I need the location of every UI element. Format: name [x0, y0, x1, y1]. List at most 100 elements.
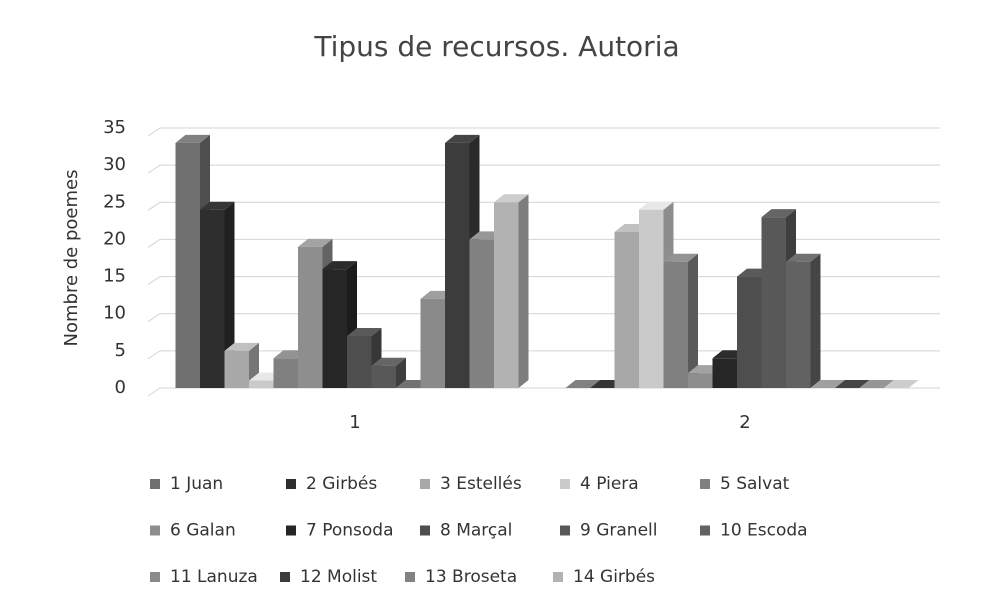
- bar-front: [712, 358, 737, 388]
- bar-front: [298, 246, 323, 388]
- bar-top: [761, 209, 796, 218]
- legend-marker: [700, 525, 710, 536]
- bar-top: [663, 253, 698, 262]
- y-tick-label: 0: [115, 377, 126, 398]
- bar-top: [322, 261, 357, 270]
- legend-marker: [286, 525, 296, 536]
- legend-marker: [560, 479, 570, 489]
- legend-marker: [553, 572, 563, 582]
- y-tick-label: 25: [103, 191, 126, 212]
- legend-label: 11 Lanuza: [170, 567, 258, 587]
- bar-front: [200, 209, 225, 388]
- x-tick-label: 1: [349, 412, 360, 433]
- bar-side: [688, 253, 698, 388]
- grid-line: [147, 127, 940, 137]
- chart-title: Tipus de recursos. Autoria: [313, 30, 679, 63]
- bar-top: [639, 201, 674, 210]
- legend-label: 13 Broseta: [425, 567, 517, 587]
- grid-line: [147, 276, 940, 285]
- y-tick-label: 10: [103, 303, 126, 324]
- legend-marker: [150, 525, 160, 536]
- bar-front: [420, 298, 445, 388]
- bar-front: [786, 261, 811, 388]
- bar: [786, 253, 821, 388]
- legend-marker: [286, 479, 296, 489]
- bar-front: [761, 217, 786, 388]
- legend-label: 10 Escoda: [720, 521, 808, 541]
- bar: [371, 357, 406, 388]
- bar-top: [810, 380, 845, 388]
- bar-top: [200, 201, 235, 210]
- grid-line: [147, 313, 940, 323]
- y-tick-label: 35: [103, 117, 126, 138]
- legend-label: 8 Marçal: [440, 521, 512, 541]
- legend-marker: [280, 572, 290, 582]
- grid-line: [147, 238, 940, 248]
- y-tick-label: 30: [103, 154, 126, 175]
- bar: [322, 261, 357, 388]
- bar-top: [859, 380, 894, 388]
- bar-front: [469, 239, 494, 388]
- bar: [859, 380, 894, 388]
- bar-top: [347, 328, 382, 336]
- legend-label: 5 Salvat: [720, 474, 790, 494]
- grid-line: [147, 387, 940, 397]
- legend-marker: [700, 479, 710, 489]
- bar: [663, 253, 698, 388]
- bar-top: [175, 134, 210, 143]
- bar: [224, 342, 259, 388]
- bar-front: [614, 232, 639, 388]
- bar-front: [688, 373, 713, 388]
- bar-front: [494, 202, 519, 388]
- bar-front: [249, 380, 274, 388]
- bar-front: [445, 142, 470, 388]
- bar-top: [298, 238, 333, 247]
- grid-line: [147, 350, 940, 360]
- bar-front: [371, 365, 396, 388]
- bar-top: [565, 380, 600, 388]
- bar: [565, 380, 600, 388]
- bar-front: [322, 269, 347, 388]
- bar-side: [518, 194, 529, 388]
- y-tick-label: 15: [103, 266, 126, 287]
- legend-label: 6 Galan: [170, 521, 236, 541]
- legend-label: 14 Girbés: [573, 567, 655, 587]
- y-axis-title: Nombre de poemes: [61, 170, 82, 347]
- bar-front: [347, 336, 372, 388]
- legend-label: 7 Ponsoda: [306, 521, 394, 541]
- legend-marker: [560, 525, 570, 536]
- bar: [494, 194, 529, 388]
- bar-front: [737, 276, 762, 388]
- bar: [884, 380, 919, 388]
- grid-line: [147, 201, 940, 211]
- bar-side: [396, 357, 406, 388]
- bar: [200, 201, 235, 388]
- bar-front: [224, 350, 249, 388]
- legend-marker: [150, 479, 160, 489]
- bar-top: [835, 380, 870, 388]
- bar-front: [273, 358, 298, 388]
- legend-marker: [420, 525, 430, 536]
- legend-marker: [405, 572, 415, 582]
- bar-front: [663, 261, 688, 388]
- legend-label: 4 Piera: [580, 474, 639, 494]
- bar-top: [494, 194, 529, 203]
- bar-top: [224, 342, 259, 351]
- legend-label: 3 Estellés: [440, 474, 522, 494]
- y-tick-label: 20: [103, 228, 126, 249]
- legend-marker: [420, 479, 430, 489]
- legend-label: 2 Girbés: [306, 474, 377, 494]
- bar-top: [786, 253, 821, 262]
- bar: [835, 380, 870, 388]
- bar-front: [175, 142, 200, 388]
- bar-top: [445, 134, 480, 143]
- bar-side: [810, 253, 821, 388]
- bar-side: [224, 201, 235, 388]
- x-tick-label: 2: [739, 412, 750, 433]
- grid-line: [147, 164, 940, 174]
- bar-front: [639, 209, 664, 388]
- bar-top: [371, 357, 406, 366]
- bar: [810, 380, 845, 388]
- bar-top: [884, 380, 919, 388]
